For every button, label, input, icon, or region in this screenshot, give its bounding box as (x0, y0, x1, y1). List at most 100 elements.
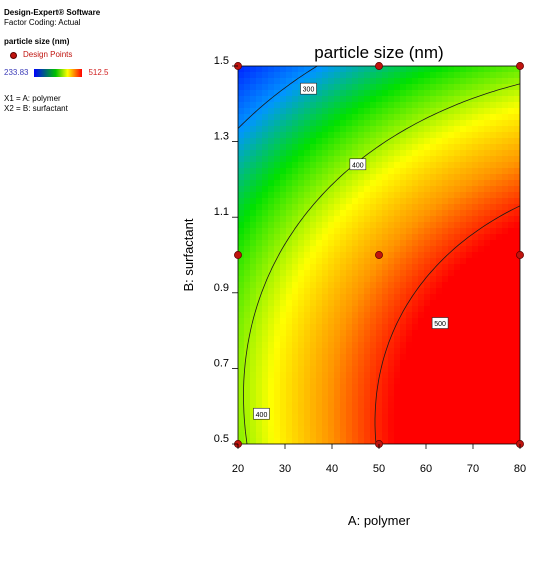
heat-cell (346, 90, 353, 97)
heat-cell (442, 378, 449, 385)
heat-cell (466, 114, 473, 121)
heat-cell (286, 432, 293, 439)
heat-cell (280, 216, 287, 223)
heat-cell (514, 132, 520, 139)
heat-cell (406, 114, 413, 121)
heat-cell (280, 270, 287, 277)
heat-cell (292, 132, 299, 139)
heat-cell (496, 210, 503, 217)
heat-cell (358, 108, 365, 115)
heat-cell (448, 210, 455, 217)
heat-cell (406, 390, 413, 397)
heat-cell (460, 414, 467, 421)
heat-cell (262, 114, 269, 121)
heat-cell (382, 162, 389, 169)
heat-cell (292, 396, 299, 403)
heat-cell (430, 402, 437, 409)
heat-cell (478, 390, 485, 397)
heat-cell (376, 228, 383, 235)
heat-cell (502, 282, 509, 289)
heat-cell (286, 162, 293, 169)
heat-cell (352, 270, 359, 277)
heat-cell (274, 438, 281, 444)
heat-cell (424, 402, 431, 409)
heat-cell (436, 84, 443, 91)
heat-cell (262, 78, 269, 85)
heat-cell (250, 348, 257, 355)
heat-cell (424, 426, 431, 433)
heat-cell (418, 234, 425, 241)
heat-cell (454, 402, 461, 409)
heat-cell (430, 288, 437, 295)
heat-cell (454, 156, 461, 163)
heat-cell (400, 300, 407, 307)
heat-cell (502, 264, 509, 271)
heat-cell (304, 366, 311, 373)
heat-cell (322, 180, 329, 187)
heat-cell (424, 222, 431, 229)
heat-cell (322, 276, 329, 283)
heat-cell (316, 318, 323, 325)
heat-cell (412, 132, 419, 139)
heat-cell (484, 342, 491, 349)
heat-cell (286, 180, 293, 187)
heat-cell (358, 408, 365, 415)
heat-cell (256, 288, 263, 295)
heat-cell (346, 390, 353, 397)
heat-cell (286, 342, 293, 349)
heat-cell (472, 342, 479, 349)
heat-cell (334, 96, 341, 103)
heat-cell (286, 66, 293, 73)
heat-cell (400, 186, 407, 193)
heat-cell (346, 312, 353, 319)
heat-cell (406, 192, 413, 199)
heat-cell (508, 426, 515, 433)
heat-cell (448, 66, 455, 73)
heat-cell (448, 204, 455, 211)
heat-cell (352, 108, 359, 115)
heat-cell (346, 120, 353, 127)
heat-cell (424, 114, 431, 121)
heat-cell (334, 384, 341, 391)
heat-cell (412, 252, 419, 259)
heat-cell (502, 378, 509, 385)
heat-cell (382, 294, 389, 301)
heat-cell (340, 426, 347, 433)
heat-cell (508, 294, 515, 301)
heat-cell (238, 114, 245, 121)
heat-cell (388, 360, 395, 367)
heat-cell (388, 198, 395, 205)
heat-cell (376, 156, 383, 163)
heat-cell (430, 348, 437, 355)
heat-cell (316, 438, 323, 444)
heat-cell (436, 384, 443, 391)
heat-cell (244, 72, 251, 79)
heat-cell (238, 174, 245, 181)
heat-cell (508, 330, 515, 337)
heat-cell (340, 84, 347, 91)
heat-cell (430, 96, 437, 103)
heat-cell (376, 282, 383, 289)
heat-cell (466, 372, 473, 379)
heat-cell (364, 324, 371, 331)
heat-cell (430, 174, 437, 181)
heat-cell (406, 66, 413, 73)
heat-cell (466, 384, 473, 391)
heat-cell (316, 264, 323, 271)
heat-cell (388, 216, 395, 223)
heat-cell (388, 300, 395, 307)
heat-cell (364, 216, 371, 223)
heat-cell (478, 432, 485, 439)
heat-cell (496, 288, 503, 295)
heat-cell (250, 108, 257, 115)
heat-cell (280, 192, 287, 199)
heat-cell (310, 120, 317, 127)
heat-cell (430, 72, 437, 79)
heat-cell (460, 186, 467, 193)
heat-cell (382, 402, 389, 409)
heat-cell (478, 402, 485, 409)
heat-cell (478, 300, 485, 307)
heat-cell (496, 282, 503, 289)
heat-cell (400, 66, 407, 73)
heat-cell (358, 384, 365, 391)
